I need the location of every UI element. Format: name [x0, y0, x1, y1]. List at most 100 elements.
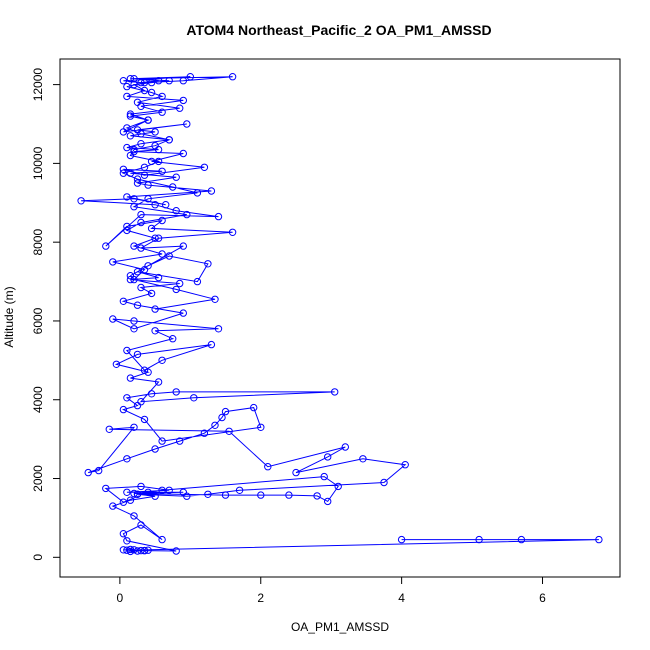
- x-axis: 0 2 4 6: [117, 576, 546, 605]
- data-point: [235, 486, 244, 494]
- data-point: [158, 437, 166, 445]
- y-tick-label: 4000: [31, 386, 45, 413]
- data-point: [133, 350, 142, 359]
- data-point: [193, 277, 202, 286]
- data-point: [158, 486, 166, 494]
- data-point: [207, 187, 216, 195]
- data-point: [137, 130, 145, 138]
- data-point: [112, 360, 121, 368]
- data-point: [225, 427, 233, 435]
- data-point: [126, 545, 135, 554]
- data-point: [144, 488, 152, 496]
- data-point: [176, 104, 184, 112]
- data-point: [123, 193, 131, 201]
- data-point: [183, 492, 191, 500]
- data-point: [204, 490, 212, 498]
- y-axis-label: Altitude (m): [2, 286, 16, 347]
- data-point: [211, 421, 219, 429]
- data-point: [140, 78, 149, 87]
- data-point: [140, 163, 149, 172]
- data-point: [119, 530, 128, 538]
- y-tick-label: 8000: [31, 229, 45, 256]
- data-point: [324, 497, 332, 506]
- data-point: [292, 468, 300, 477]
- data-point: [214, 325, 223, 333]
- data-point: [126, 75, 135, 83]
- data-point: [154, 273, 163, 282]
- data-point: [130, 242, 138, 250]
- data-point: [165, 486, 173, 494]
- data-point: [123, 143, 131, 152]
- data-point: [154, 234, 163, 242]
- data-point: [151, 305, 159, 313]
- data-point: [154, 77, 163, 85]
- data-point: [119, 169, 128, 177]
- data-point: [102, 484, 110, 493]
- data-point: [151, 142, 159, 150]
- data-point: [123, 346, 131, 355]
- data-point: [172, 547, 180, 555]
- data-point: [140, 366, 149, 374]
- data-point: [137, 546, 145, 555]
- data-point: [126, 110, 135, 118]
- data-point: [133, 547, 142, 555]
- data-point: [200, 163, 209, 172]
- data-point: [154, 157, 163, 166]
- data-point: [228, 228, 237, 237]
- series-line: [123, 539, 599, 552]
- data-point: [130, 423, 138, 431]
- data-point: [123, 222, 131, 231]
- data-point: [130, 75, 138, 83]
- data-point: [158, 250, 166, 258]
- data-point: [137, 398, 145, 406]
- data-point: [95, 466, 103, 475]
- data-point: [119, 405, 128, 414]
- data-point: [102, 242, 110, 250]
- data-point: [137, 482, 145, 491]
- data-point: [257, 423, 265, 431]
- data-point: [123, 537, 131, 545]
- data-point: [130, 203, 138, 211]
- data-point: [151, 492, 159, 500]
- data-point: [144, 546, 152, 554]
- data-point: [147, 390, 156, 398]
- data-point: [285, 491, 293, 499]
- y-tick-label: 0: [31, 554, 45, 561]
- data-point: [140, 86, 149, 95]
- data-point: [109, 502, 117, 510]
- data-point: [401, 461, 409, 469]
- data-point: [264, 463, 272, 471]
- x-tick-label: 2: [257, 591, 264, 605]
- data-point: [151, 234, 159, 242]
- data-point: [126, 275, 135, 284]
- data-point: [179, 242, 188, 250]
- data-point: [172, 207, 180, 215]
- data-point: [144, 181, 152, 189]
- data-point: [130, 145, 138, 154]
- data-point: [144, 195, 152, 203]
- data-point: [341, 443, 349, 451]
- data-point: [151, 327, 159, 335]
- data-point: [250, 403, 258, 412]
- data-point: [105, 425, 114, 433]
- data-point: [179, 309, 188, 317]
- data-point: [123, 92, 131, 101]
- data-point: [137, 78, 145, 87]
- x-tick-label: 0: [117, 591, 124, 605]
- data-point: [144, 368, 152, 376]
- data-point: [207, 340, 216, 349]
- data-point: [200, 429, 209, 437]
- data-point: [77, 197, 85, 205]
- data-point: [151, 445, 159, 453]
- y-tick-label: 12000: [31, 68, 45, 102]
- data-point: [119, 546, 128, 554]
- data-point: [133, 301, 142, 309]
- data-point: [172, 388, 180, 396]
- data-point: [109, 258, 117, 266]
- data-point: [130, 195, 138, 203]
- data-point: [119, 165, 128, 174]
- data-point: [179, 149, 188, 158]
- data-point: [130, 512, 138, 520]
- data-point: [158, 535, 166, 544]
